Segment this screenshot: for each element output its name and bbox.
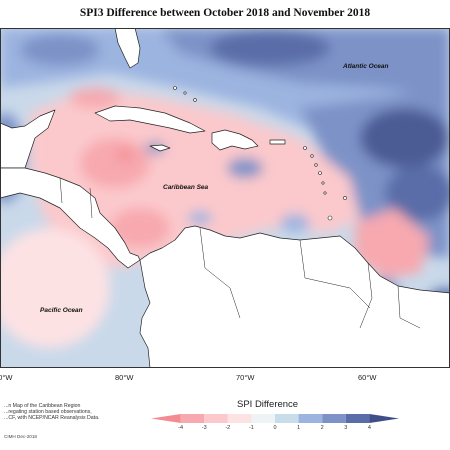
- lon-tick-70w: 70°W: [236, 373, 255, 382]
- land-south-america: [139, 225, 450, 368]
- legend-label: -2: [225, 425, 231, 431]
- field-pink-core-2: [110, 208, 170, 248]
- field-venezuela-blue: [280, 214, 310, 232]
- border: [199, 227, 241, 319]
- border: [89, 187, 93, 219]
- land-cuba: [94, 105, 206, 134]
- border: [59, 177, 63, 204]
- label-pacific-ocean: Pacific Ocean: [40, 307, 83, 314]
- island: [310, 154, 314, 158]
- legend-label: 1: [297, 425, 301, 431]
- field-pink-core-3: [70, 88, 120, 108]
- legend-label: 3: [344, 425, 348, 431]
- island: [303, 146, 307, 150]
- land-jamaica: [149, 144, 171, 152]
- border: [299, 239, 371, 309]
- land-puerto-rico: [269, 139, 286, 145]
- island: [321, 181, 325, 185]
- field-pink-core-4: [117, 149, 133, 161]
- field-pacific-pink: [0, 228, 110, 348]
- land-hispaniola: [211, 129, 259, 151]
- island: [343, 196, 347, 200]
- legend-swatch: [151, 414, 181, 423]
- field-hispaniola-blue: [227, 158, 263, 178]
- borders: [59, 177, 421, 329]
- field-guiana-pink: [355, 208, 430, 278]
- label-caribbean-sea: Caribbean Sea: [163, 184, 209, 191]
- field-atlantic-core: [360, 108, 450, 168]
- spi-difference-map: [0, 28, 450, 368]
- lon-tick-80w: 80°W: [115, 373, 134, 382]
- field-colombia-blue: [188, 211, 212, 225]
- legend-label: 0: [273, 425, 277, 431]
- field-atlantic-core-2: [385, 165, 450, 221]
- legend-swatch: [369, 414, 399, 423]
- land: [0, 28, 450, 368]
- map-title: SPI3 Difference between October 2018 and…: [79, 7, 371, 19]
- note-line-2: ...regating station based observations,: [4, 409, 92, 415]
- legend-colorbar: [151, 414, 399, 423]
- field-nw-patch: [20, 34, 100, 66]
- legend-label: 4: [367, 425, 371, 431]
- island: [323, 191, 327, 195]
- lon-tick-60w: 60°W: [358, 373, 377, 382]
- lon-tick-90w: 90°W: [0, 373, 13, 382]
- legend-swatch: [322, 414, 346, 423]
- note-line-1: ...n Map of the Caribbean Region: [4, 403, 81, 409]
- legend-swatch: [345, 414, 370, 423]
- credit: CIMH Dec-2018: [4, 434, 37, 439]
- field-north-core: [210, 30, 330, 66]
- legend-label: -4: [178, 425, 184, 431]
- island: [193, 98, 197, 102]
- island: [327, 215, 333, 221]
- field-pink-core-1: [80, 138, 150, 188]
- island: [318, 171, 322, 175]
- legend-swatch: [204, 414, 228, 423]
- border: [359, 262, 373, 329]
- legend-swatch: [180, 414, 205, 423]
- legend-label: -1: [248, 425, 254, 431]
- land-florida: [114, 28, 141, 69]
- islands: [173, 86, 347, 221]
- legend-label: -3: [201, 425, 207, 431]
- island: [314, 163, 318, 167]
- legend-swatch: [227, 414, 252, 423]
- border: [397, 285, 421, 329]
- legend-label: 2: [320, 425, 324, 431]
- legend-swatch: [298, 414, 323, 423]
- note-line-3: ...CF, with NCEP/NCAR Reanalysis Data.: [4, 415, 100, 421]
- legend-swatch: [275, 414, 299, 423]
- island: [173, 86, 177, 90]
- land-central-america: [0, 167, 141, 269]
- label-atlantic-ocean: Atlantic Ocean: [343, 63, 389, 70]
- island: [183, 91, 187, 95]
- legend-swatch: [251, 414, 275, 423]
- legend-title: SPI Difference: [237, 399, 299, 410]
